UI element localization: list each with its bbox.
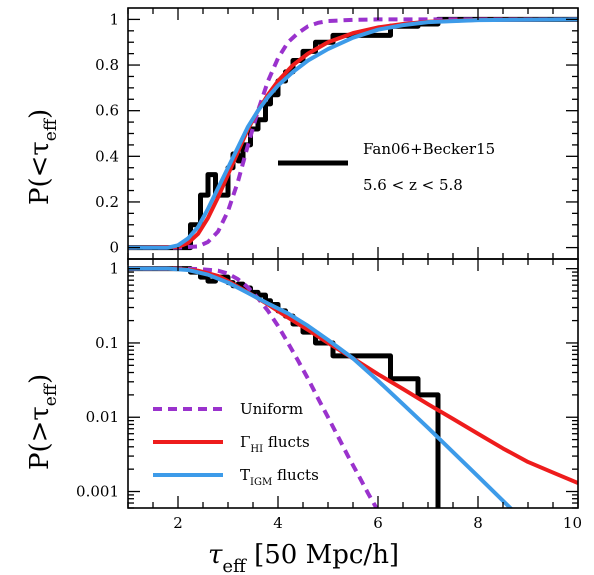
bottom-x-tick-label: 2 bbox=[173, 514, 183, 532]
top-y-tick-label: 0.8 bbox=[95, 56, 119, 74]
legend-label-tail: flucts bbox=[272, 466, 319, 484]
bottom-ylabel-main: P(>τ bbox=[25, 406, 55, 470]
bottom-y-tick-label: 0.1 bbox=[95, 334, 119, 352]
top-ylabel-main: P(<τ bbox=[25, 141, 55, 205]
top-panel: 0 0.2 0.4 0.6 0.8 1 Fan06+Becker15 5.6 < z < … bbox=[25, 7, 579, 260]
top-series-fan06-becker15 bbox=[128, 16, 578, 251]
bottom-y-tick-label: 0.01 bbox=[86, 408, 119, 426]
top-series-group bbox=[128, 16, 578, 251]
top-series-uniform bbox=[128, 17, 578, 250]
legend-label: Uniform bbox=[240, 400, 303, 418]
top-panel-frame bbox=[127, 7, 579, 260]
top-y-axis-title: P(<τeff) bbox=[25, 109, 61, 205]
legend-label-sub: IGM bbox=[250, 477, 272, 488]
legend-label-sub: HI bbox=[250, 444, 263, 455]
bottom-x-tick-label: 10 bbox=[563, 514, 582, 532]
top-series-hi-flucts bbox=[128, 17, 578, 250]
top-y-tick-label: 0 bbox=[109, 239, 119, 257]
top-y-tick-label: 0.6 bbox=[95, 102, 119, 120]
x-axis-title: τeff [50 Mpc/h] bbox=[208, 540, 399, 575]
top-ylabel-sub: eff bbox=[41, 117, 61, 141]
bottom-y-tick-label: 1 bbox=[109, 260, 119, 278]
bottom-ylabel-sub: eff bbox=[41, 382, 61, 406]
bottom-x-tick-label: 8 bbox=[473, 514, 483, 532]
legend-label-main: Uniform bbox=[240, 400, 303, 418]
legend-label: ΓHI flucts bbox=[240, 433, 310, 455]
bottom-panel-frame bbox=[127, 258, 579, 509]
bottom-plot-area bbox=[128, 266, 578, 508]
top-y-tick-label: 0.2 bbox=[95, 193, 119, 211]
bottom-ylabel-tail: ) bbox=[25, 374, 55, 384]
bottom-y-tick-labels: 0.001 0.01 0.1 1 bbox=[76, 260, 119, 501]
legend-label-main: T bbox=[240, 466, 250, 484]
top-series-t-igm-flucts bbox=[128, 17, 578, 250]
xlabel-tail: [50 Mpc/h] bbox=[246, 540, 399, 570]
bottom-y-tick-label: 0.001 bbox=[76, 483, 119, 501]
legend-label-tail: flucts bbox=[263, 433, 310, 451]
bottom-x-tick-label: 6 bbox=[373, 514, 383, 532]
top-ylabel-tail: ) bbox=[25, 109, 55, 119]
legend-label-main: Γ bbox=[240, 433, 250, 451]
xlabel-sub: eff bbox=[222, 556, 247, 575]
top-plot-area bbox=[128, 16, 578, 251]
xlabel-main: τ bbox=[208, 540, 223, 570]
bottom-y-axis-title: P(>τeff) bbox=[25, 374, 61, 470]
bottom-series-t-igm-flucts bbox=[128, 266, 514, 508]
top-legend-label: Fan06+Becker15 bbox=[363, 140, 495, 158]
bottom-x-tick-label: 4 bbox=[273, 514, 283, 532]
bottom-ticks bbox=[127, 259, 579, 509]
bottom-x-tick-labels: 2 4 6 8 10 bbox=[173, 514, 582, 532]
legend-label: TIGM flucts bbox=[240, 466, 319, 488]
bottom-series-fan06-becker15 bbox=[128, 266, 441, 508]
top-y-tick-labels: 0 0.2 0.4 0.6 0.8 1 bbox=[95, 10, 119, 256]
top-ticks bbox=[127, 8, 579, 259]
top-legend-redshift-note: 5.6 < z < 5.8 bbox=[363, 176, 463, 194]
bottom-series-uniform bbox=[128, 266, 379, 508]
top-y-tick-label: 1 bbox=[109, 10, 119, 28]
top-y-tick-label: 0.4 bbox=[95, 147, 119, 165]
bottom-series-hi-flucts bbox=[128, 266, 578, 485]
bottom-series-group bbox=[128, 266, 578, 508]
